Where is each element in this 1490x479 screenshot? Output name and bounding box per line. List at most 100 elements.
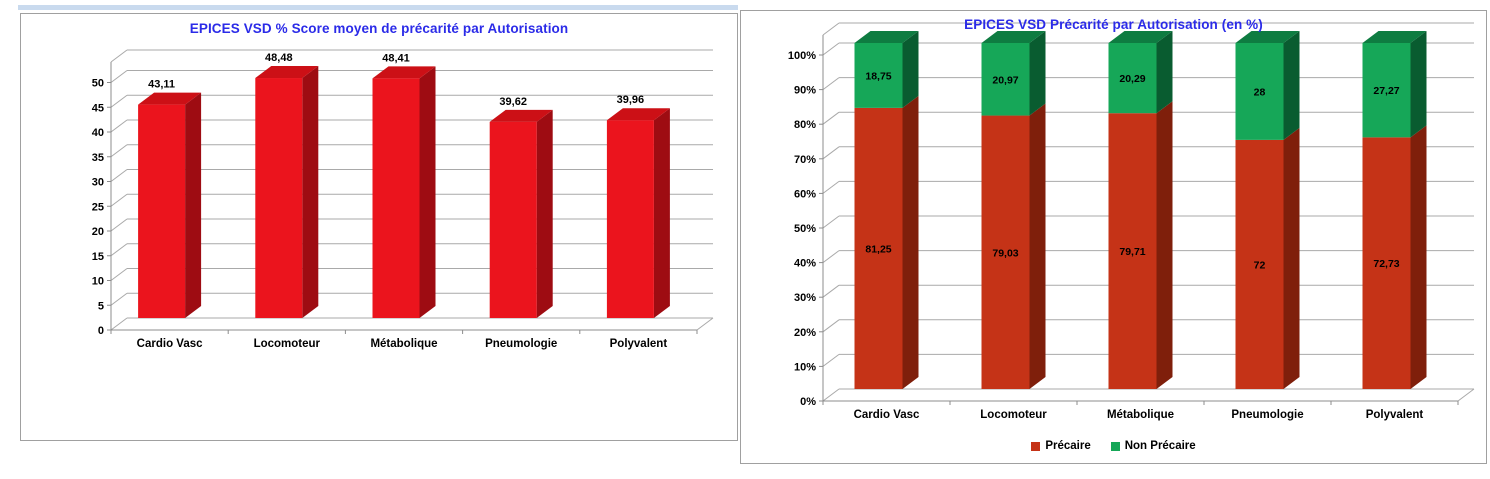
y-tick-label: 20 [92,226,104,238]
bar-front [372,78,420,318]
category-label: Métabolique [1107,409,1174,421]
gridline-diagonal [110,119,128,133]
bar-value-label: 48,41 [382,52,410,64]
bar-side [653,108,670,318]
top-accent-strip [18,5,738,10]
bar-top [372,66,436,79]
bar-side [1029,31,1046,116]
category-label: Pneumologie [1231,409,1303,421]
gridline-diagonal [822,284,840,298]
y-tick-label: 50% [794,223,816,235]
segment-value-label: 20,29 [1119,73,1145,85]
bar-side [1156,101,1173,389]
segment-value-label: 72,73 [1373,258,1399,270]
gridline-diagonal [822,388,840,402]
gridline-diagonal [110,292,128,306]
bar-value-label: 39,62 [499,96,527,108]
bar-top [255,66,319,79]
y-tick-label: 100% [788,50,816,62]
bar-side [902,95,919,389]
gridline-diagonal [822,42,840,56]
bar-top [1235,31,1300,43]
segment-value-label: 79,03 [992,247,1018,259]
bar-front [1108,43,1157,114]
category-label: Locomoteur [980,409,1047,421]
bar-front [981,43,1030,116]
left-chart-panel: 0 5 10 15 20 25 30 35 40 45 50 43,11 Cardio Vasc 48,4… [20,13,738,441]
bar-front [1362,137,1411,389]
gridline-diagonal [110,243,128,257]
bar-side [902,31,919,108]
gridline-diagonal [110,268,128,281]
bar-side [302,66,319,318]
legend: Précaire Non Précaire [741,440,1486,452]
legend-entry-precaire: Précaire [1031,440,1091,452]
segment-value-label: 20,97 [992,74,1018,86]
category-label: Polyvalent [610,338,668,350]
y-tick-label: 70% [794,154,816,166]
gridline-diagonal [110,317,128,331]
gridline-diagonal [822,146,840,160]
bar-front [854,43,903,108]
gridline-diagonal [822,319,840,333]
precaire-swatch-icon [1031,441,1041,451]
category-label: Cardio Vasc [854,409,920,421]
y-tick-label: 25 [92,201,104,213]
floor-right-diagonal [696,317,714,331]
bar-side [536,109,553,318]
y-tick-label: 50 [92,78,104,90]
bar-side [1029,103,1046,389]
bar-front [981,115,1030,389]
bar-top [1108,31,1173,43]
bar-front [854,107,903,389]
segment-value-label: 81,25 [865,243,891,255]
gridline-diagonal [822,180,840,194]
bar-front [489,121,537,318]
bar-front [606,120,654,318]
y-tick-label: 0 [98,325,104,337]
bar-top [138,92,202,105]
y-tick-label: 0% [800,396,816,408]
segment-value-label: 27,27 [1373,85,1399,97]
gridline-diagonal [110,218,128,232]
gridline-diagonal [822,77,840,90]
legend-label-non-precaire: Non Précaire [1124,440,1196,452]
bar-front [1108,113,1157,389]
bar-front [1235,43,1284,140]
left-chart-title: EPICES VSD % Score moyen de précarité pa… [189,21,569,36]
bar-value-label: 43,11 [148,79,175,91]
y-tick-label: 20% [794,327,816,339]
bar-side [1410,31,1427,138]
gridline-diagonal [110,169,128,182]
right-chart-canvas: 0% 10% 20% 30% 40% 50% 60% 70% 80% 90% 100% 81,25 18… [788,22,1475,421]
right-chart-panel: 0% 10% 20% 30% 40% 50% 60% 70% 80% 90% 100% 81,25 18… [740,10,1487,464]
y-tick-label: 5 [98,300,104,312]
y-tick-label: 10 [92,276,104,288]
floor-right-diagonal [1457,388,1475,402]
gridline-diagonal [822,111,840,125]
bar-side [419,66,436,318]
bar-value-label: 48,48 [265,52,293,64]
bar-front [1235,139,1284,389]
segment-value-label: 72 [1254,259,1266,271]
bar-side [1283,31,1300,140]
segment-value-label: 18,75 [865,70,891,82]
gridline-diagonal [110,193,128,207]
y-tick-label: 30 [92,177,104,189]
right-chart-title: EPICES VSD Précarité par Autorisation (e… [964,17,1263,32]
y-tick-label: 80% [794,119,816,131]
non-precaire-swatch-icon [1110,441,1120,451]
gridline-diagonal [110,94,128,108]
bar-top [1362,31,1427,43]
segment-value-label: 28 [1254,86,1266,98]
gridline-diagonal [822,215,840,229]
y-tick-label: 35 [92,152,104,164]
segment-value-label: 79,71 [1119,246,1145,258]
bar-top [854,31,919,43]
bar-side [1410,125,1427,390]
y-tick-label: 30% [794,292,816,304]
gridline-diagonal [822,353,840,367]
y-tick-label: 10% [794,361,816,373]
y-tick-label: 15 [92,251,104,263]
